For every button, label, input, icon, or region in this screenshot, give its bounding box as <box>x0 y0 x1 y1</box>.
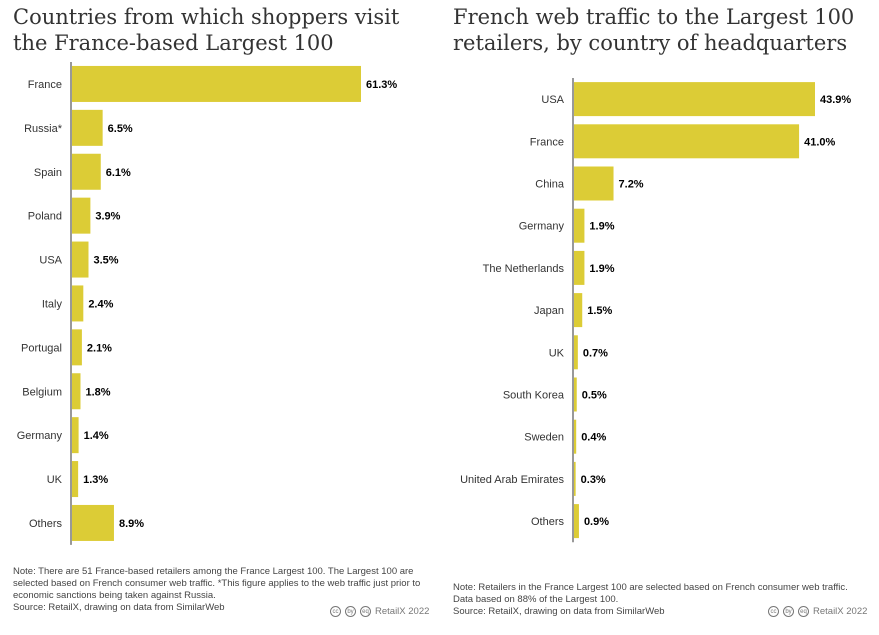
right-source: Source: RetailX, drawing on data from Si… <box>453 606 665 617</box>
left-bar <box>72 241 89 278</box>
left-category-label: Russia* <box>24 123 63 135</box>
left-value-label: 8.9% <box>119 518 144 530</box>
left-source: Source: RetailX, drawing on data from Si… <box>13 602 225 613</box>
left-value-label: 2.4% <box>88 298 113 310</box>
right-note: Note: Retailers in the France Largest 10… <box>453 582 848 605</box>
left-value-label: 6.5% <box>108 123 133 135</box>
left-chart-svg: France 61.3% Russia* 6.5% Spain 6.1% Poland 3.9… <box>17 62 397 545</box>
right-value-label: 43.9% <box>820 94 851 106</box>
left-value-label: 1.4% <box>84 430 109 442</box>
left-bar <box>72 461 79 498</box>
right-value-label: 0.7% <box>583 347 608 359</box>
right-category-label: France <box>530 136 564 148</box>
right-category-label: Germany <box>519 221 565 233</box>
left-category-label: Poland <box>28 211 62 223</box>
right-category-label: Others <box>531 516 565 528</box>
right-category-label: USA <box>541 94 564 106</box>
left-category-label: Others <box>29 518 63 530</box>
left-credit: cc by eq RetailX 2022 <box>330 606 429 617</box>
right-value-label: 41.0% <box>804 136 835 148</box>
right-value-label: 1.5% <box>587 305 612 317</box>
creative-commons-icon: cc <box>330 606 341 617</box>
left-bar <box>72 373 81 410</box>
right-category-label: The Netherlands <box>483 263 565 275</box>
right-value-label: 0.3% <box>581 474 606 486</box>
left-chart-title: Countries from which shoppers visit the … <box>13 5 400 55</box>
right-bar <box>574 419 577 454</box>
right-bar <box>574 124 800 159</box>
right-value-label: 0.5% <box>582 390 607 402</box>
right-category-label: United Arab Emirates <box>460 474 564 486</box>
left-bar-chart: France 61.3% Russia* 6.5% Spain 6.1% Poland 3.9… <box>0 62 440 558</box>
right-category-label: UK <box>549 347 565 359</box>
left-chart-notes: Note: There are 51 France-based retailer… <box>13 566 423 614</box>
left-category-label: UK <box>47 474 63 486</box>
right-bar <box>574 293 583 328</box>
right-category-label: Japan <box>534 305 564 317</box>
left-note: Note: There are 51 France-based retailer… <box>13 566 421 601</box>
right-category-label: South Korea <box>503 390 565 402</box>
left-credit-text: RetailX 2022 <box>375 606 430 617</box>
left-value-label: 1.3% <box>83 474 108 486</box>
left-bar <box>72 285 84 322</box>
left-category-label: France <box>28 79 62 91</box>
right-chart-svg: USA 43.9% France 41.0% China 7.2% Germany 1.9% T… <box>460 78 851 543</box>
right-bar <box>574 461 576 496</box>
right-value-label: 1.9% <box>589 221 614 233</box>
right-bar-chart: USA 43.9% France 41.0% China 7.2% Germany 1.9% T… <box>440 78 879 548</box>
right-category-label: China <box>535 179 565 191</box>
left-bar <box>72 109 103 146</box>
right-category-label: Sweden <box>524 432 564 444</box>
right-bar <box>574 504 579 539</box>
left-category-label: Italy <box>42 298 63 310</box>
attribution-icon: by <box>345 606 356 617</box>
left-value-label: 3.5% <box>94 255 119 267</box>
right-bar <box>574 335 578 370</box>
left-category-label: Germany <box>17 430 63 442</box>
right-bar <box>574 208 585 243</box>
right-value-label: 0.4% <box>581 432 606 444</box>
left-bar <box>72 504 114 541</box>
no-derivatives-icon: eq <box>798 606 809 617</box>
right-chart-panel: French web traffic to the Largest 100 re… <box>440 0 879 635</box>
left-category-label: Portugal <box>21 342 62 354</box>
right-bar <box>574 82 815 117</box>
left-category-label: Spain <box>34 167 62 179</box>
right-chart-title: French web traffic to the Largest 100 re… <box>453 5 855 55</box>
left-value-label: 3.9% <box>95 211 120 223</box>
right-value-label: 1.9% <box>589 263 614 275</box>
left-chart-panel: Countries from which shoppers visit the … <box>0 5 440 617</box>
left-category-label: USA <box>39 255 62 267</box>
left-value-label: 61.3% <box>366 79 397 91</box>
no-derivatives-icon: eq <box>360 606 371 617</box>
left-bar <box>72 153 101 190</box>
right-value-label: 0.9% <box>584 516 609 528</box>
left-bar <box>72 65 361 102</box>
right-bar <box>574 250 585 285</box>
attribution-icon: by <box>783 606 794 617</box>
right-credit-text: RetailX 2022 <box>813 606 868 617</box>
left-value-label: 1.8% <box>85 386 110 398</box>
right-credit: cc by eq RetailX 2022 <box>768 606 867 617</box>
left-bar <box>72 417 79 454</box>
right-bar <box>574 166 614 201</box>
left-value-label: 6.1% <box>106 167 131 179</box>
right-chart-notes: Note: Retailers in the France Largest 10… <box>453 582 863 618</box>
left-bar <box>72 329 82 366</box>
left-category-label: Belgium <box>22 386 62 398</box>
right-value-label: 7.2% <box>619 179 644 191</box>
right-bar <box>574 377 577 412</box>
left-value-label: 2.1% <box>87 342 112 354</box>
left-bar <box>72 197 91 234</box>
creative-commons-icon: cc <box>768 606 779 617</box>
